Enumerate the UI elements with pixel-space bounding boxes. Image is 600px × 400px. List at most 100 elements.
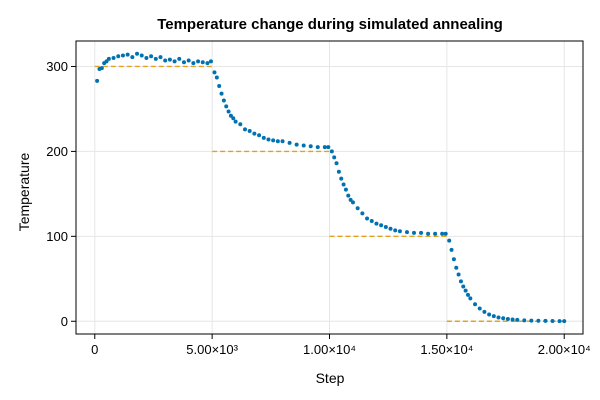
temperature-point: [487, 312, 492, 317]
temperature-point: [261, 135, 266, 140]
temperature-point: [543, 318, 548, 323]
temperature-point: [224, 104, 229, 109]
y-tick-label: 0: [61, 314, 68, 329]
temperature-point: [562, 319, 567, 324]
temperature-point: [287, 140, 292, 145]
temperature-point: [334, 161, 339, 166]
temperature-point: [501, 316, 506, 321]
temperature-point: [238, 122, 243, 127]
temperature-point: [341, 182, 346, 187]
temperature-point: [477, 306, 482, 311]
temperature-point: [550, 319, 555, 324]
temperature-point: [463, 288, 468, 293]
temperature-point: [205, 61, 210, 66]
temperature-point: [465, 292, 470, 297]
temperature-point: [214, 75, 219, 80]
x-tick-label: 5.00×10³: [186, 342, 238, 357]
temperature-point: [365, 216, 370, 221]
temperature-point: [247, 129, 252, 134]
temperature-point: [130, 55, 135, 60]
temperature-point: [440, 231, 445, 236]
chart-title: Temperature change during simulated anne…: [157, 16, 503, 33]
temperature-point: [482, 309, 487, 314]
temperature-point: [412, 230, 416, 235]
temperature-point: [343, 187, 348, 192]
temperature-point: [219, 91, 224, 96]
temperature-point: [339, 176, 344, 181]
temperature-point: [496, 315, 501, 320]
temperature-point: [454, 265, 459, 270]
temperature-point: [257, 133, 262, 138]
temperature-point: [99, 66, 104, 71]
temperature-point: [348, 197, 353, 202]
temperature-point: [294, 142, 299, 147]
temperature-point: [125, 52, 130, 57]
temperature-point: [443, 231, 448, 236]
temperature-point: [120, 53, 125, 58]
temperature-point: [522, 318, 527, 323]
y-axis-ticks: 0 100 200 300: [46, 59, 76, 329]
temperature-point: [433, 231, 438, 236]
x-tick-label: 1.00×10⁴: [303, 342, 356, 357]
temperature-point: [191, 61, 196, 66]
temperature-point: [397, 229, 402, 234]
temperature-point: [301, 143, 306, 148]
temperature-point: [350, 200, 355, 205]
temperature-point: [326, 145, 331, 150]
temperature-point: [271, 138, 276, 143]
temperature-point: [369, 219, 374, 224]
temperature-point: [336, 169, 341, 174]
temperature-point: [426, 231, 431, 236]
temperature-point: [228, 113, 233, 118]
x-axis-label: Step: [316, 370, 345, 386]
temperature-point: [404, 230, 409, 235]
temperature-point: [505, 316, 510, 321]
temperature-point: [536, 318, 541, 323]
temperature-point: [491, 314, 496, 319]
temperature-point: [233, 119, 238, 124]
temperature-point: [181, 60, 186, 65]
temperature-point: [186, 58, 191, 63]
temperature-point: [308, 144, 313, 149]
temperature-point: [226, 109, 231, 114]
temperature-point: [158, 55, 163, 60]
temperature-point: [451, 257, 456, 262]
temperature-point: [106, 56, 111, 61]
y-tick-label: 300: [46, 59, 68, 74]
temperature-point: [388, 226, 393, 231]
temperature-point: [163, 58, 168, 63]
temperature-point: [231, 116, 236, 121]
temperature-point: [379, 223, 384, 228]
temperature-point: [144, 55, 149, 60]
temperature-point: [208, 59, 213, 64]
temperature-point: [280, 139, 285, 144]
temperature-point: [461, 284, 466, 289]
temperature-point: [167, 57, 172, 62]
temperature-point: [266, 137, 271, 142]
temperature-point: [252, 131, 257, 136]
temperature-point: [510, 317, 515, 322]
temperature-points: [95, 51, 567, 324]
temperature-point: [515, 317, 520, 322]
temperature-point: [419, 230, 424, 235]
x-tick-label: 0: [91, 342, 98, 357]
temperature-point: [383, 224, 388, 229]
temperature-point: [135, 51, 140, 56]
temperature-point: [456, 272, 461, 277]
y-axis-label: Temperature: [16, 152, 32, 231]
temperature-point: [177, 56, 182, 61]
temperature-point: [346, 193, 351, 198]
temperature-point: [360, 211, 365, 216]
temperature-point: [322, 145, 327, 150]
temperature-point: [374, 221, 379, 226]
temperature-point: [111, 55, 116, 60]
temperature-point: [355, 206, 360, 211]
temperature-point: [329, 149, 334, 154]
temperature-point: [468, 296, 473, 301]
temperature-point: [104, 59, 109, 64]
temperature-point: [557, 319, 562, 324]
temperature-point: [217, 84, 222, 89]
temperature-point: [221, 98, 226, 103]
temperature-point: [243, 127, 247, 132]
